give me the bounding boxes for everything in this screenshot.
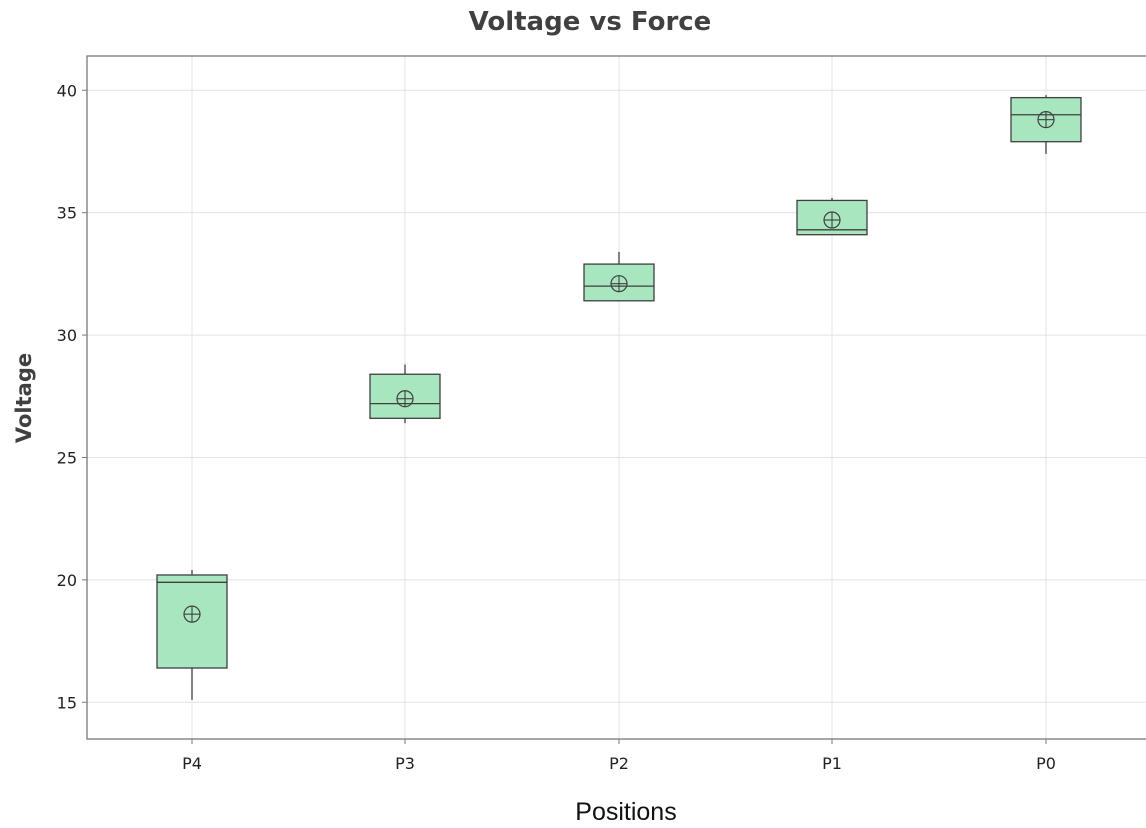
y-tick-label: 35 [57,204,77,223]
y-axis-ticks: 15 20 25 30 35 40 [57,81,87,712]
box-p1 [796,197,868,236]
box-p2 [583,251,655,302]
x-tick-label: P4 [182,754,202,773]
x-tick-label: P2 [609,754,629,773]
chart-title: Voltage vs Force [469,7,712,37]
y-axis-label: Voltage [12,353,36,443]
x-tick-label: P3 [395,754,415,773]
plot-area-frame [86,55,1146,740]
box-p0 [1010,95,1082,154]
y-tick-label: 40 [57,81,77,100]
y-tick-label: 25 [57,448,77,467]
x-axis-label: Positions [575,798,676,826]
box-p4 [156,570,228,700]
box-series [156,95,1082,700]
y-tick-label: 15 [57,693,77,712]
y-tick-label: 20 [57,571,77,590]
x-tick-label: P1 [822,754,842,773]
gridlines [87,56,1146,739]
box-p3 [369,364,441,424]
x-tick-label: P0 [1036,754,1056,773]
y-tick-label: 30 [57,326,77,345]
x-axis-ticks: P4 P3 P2 P1 P0 [182,739,1056,773]
